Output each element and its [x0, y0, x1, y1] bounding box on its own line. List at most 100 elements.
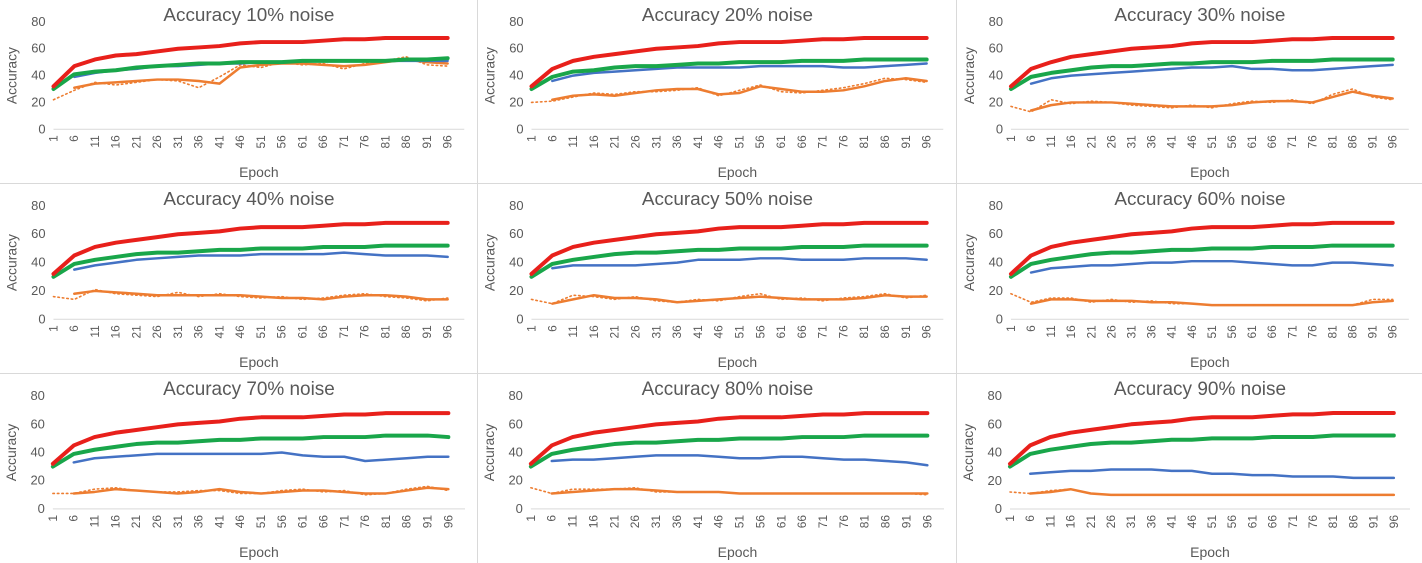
x-tick-label: 71 — [337, 325, 351, 339]
x-tick-label: 81 — [378, 325, 392, 339]
y-tick-label: 0 — [996, 311, 1003, 326]
x-tick-label: 31 — [171, 325, 185, 339]
orange-series-line — [1029, 90, 1394, 112]
x-tick-label: 76 — [358, 135, 372, 149]
orange-series-line-dotted — [52, 485, 450, 496]
y-tick-label: 0 — [516, 311, 523, 326]
y-tick-label: 80 — [989, 198, 1003, 213]
x-tick-label: 6 — [545, 325, 559, 332]
x-tick-label: 41 — [691, 325, 705, 339]
blue-series-line — [1028, 468, 1396, 480]
x-tick-label: 21 — [129, 325, 143, 339]
x-tick-label: 71 — [1286, 515, 1300, 529]
x-tick-label: 11 — [1044, 325, 1058, 338]
x-tick-label: 76 — [836, 135, 850, 149]
y-tick-label: 40 — [989, 68, 1003, 83]
y-tick-label: 0 — [38, 501, 45, 516]
green-series-line — [51, 56, 450, 92]
x-tick-label: 76 — [1305, 325, 1319, 339]
x-tick-label: 66 — [316, 325, 330, 339]
x-tick-label: 16 — [587, 325, 601, 339]
y-tick-label: 0 — [38, 311, 45, 326]
x-tick-label: 31 — [171, 135, 185, 149]
x-tick-label: 91 — [1367, 515, 1381, 529]
x-tick-label: 86 — [1346, 135, 1360, 149]
x-tick-label: 91 — [899, 515, 913, 529]
x-tick-label: 81 — [1326, 515, 1340, 529]
x-tick-label: 31 — [649, 135, 663, 149]
x-tick-label: 31 — [1124, 325, 1138, 339]
x-tick-label: 51 — [254, 135, 268, 149]
x-tick-label: 36 — [192, 515, 206, 529]
y-axis-label: Accuracy — [3, 424, 19, 481]
green-series-line — [50, 433, 451, 469]
x-tick-label: 86 — [399, 325, 413, 339]
y-axis-label: Accuracy — [4, 234, 20, 291]
green-series-line — [529, 243, 929, 279]
y-tick-label: 60 — [509, 226, 523, 241]
x-tick-label: 16 — [587, 135, 601, 149]
x-tick-label: 96 — [441, 515, 455, 529]
x-tick-label: 6 — [1024, 135, 1038, 142]
x-axis-label: Epoch — [239, 544, 279, 560]
x-tick-label: 66 — [795, 515, 809, 529]
x-tick-label: 1 — [1004, 325, 1018, 332]
x-tick-label: 16 — [586, 515, 600, 529]
x-tick-label: 36 — [670, 135, 684, 149]
orange-series-line — [73, 289, 449, 301]
y-tick-label: 0 — [996, 121, 1003, 136]
y-tick-label: 0 — [995, 501, 1002, 516]
x-tick-label: 61 — [774, 515, 788, 529]
y-tick-label: 0 — [516, 121, 523, 136]
x-tick-label: 36 — [192, 135, 206, 149]
x-tick-label: 16 — [108, 515, 122, 529]
y-tick-label: 20 — [509, 283, 523, 298]
x-tick-label: 1 — [524, 135, 538, 142]
x-tick-label: 26 — [150, 135, 164, 149]
x-tick-label: 91 — [899, 135, 913, 149]
blue-series-line — [1029, 259, 1394, 274]
x-tick-label: 46 — [712, 325, 726, 339]
orange-series-line — [551, 293, 928, 305]
x-tick-label: 71 — [816, 135, 830, 149]
red-series-line — [1008, 220, 1395, 276]
x-tick-label: 16 — [109, 325, 123, 339]
y-tick-label: 80 — [30, 388, 44, 403]
x-tick-label: 41 — [1165, 325, 1179, 339]
y-axis-label: Accuracy — [482, 234, 498, 291]
chart-title: Accuracy 10% noise — [163, 5, 334, 26]
x-tick-label: 26 — [1104, 135, 1118, 149]
x-tick-label: 61 — [774, 325, 788, 339]
x-tick-label: 36 — [1145, 325, 1159, 339]
x-tick-label: 11 — [1043, 515, 1057, 528]
x-tick-label: 96 — [441, 135, 455, 149]
orange-series-line-dotted — [530, 292, 928, 305]
chart-title: Accuracy 30% noise — [1114, 5, 1285, 26]
x-tick-label: 36 — [1145, 135, 1159, 149]
x-tick-label: 21 — [608, 135, 622, 149]
x-tick-label: 86 — [878, 135, 892, 149]
x-tick-label: 96 — [441, 325, 455, 339]
chart-panel: Accuracy 90% noise 0 20 40 60 80 Accuracy 1 6 11 1… — [957, 374, 1422, 563]
x-tick-label: 71 — [337, 515, 351, 529]
blue-series-line — [551, 62, 928, 83]
orange-series-line — [1029, 298, 1394, 307]
green-series-line — [528, 433, 930, 469]
y-tick-label: 80 — [31, 14, 45, 29]
x-tick-label: 66 — [1265, 325, 1279, 339]
y-tick-label: 80 — [988, 388, 1002, 403]
x-tick-label: 1 — [46, 325, 60, 332]
x-tick-label: 96 — [920, 325, 934, 339]
x-tick-label: 21 — [1084, 325, 1098, 339]
x-tick-label: 46 — [233, 325, 247, 339]
y-tick-label: 20 — [31, 283, 45, 298]
x-tick-label: 51 — [254, 515, 268, 529]
x-axis-label: Epoch — [718, 164, 757, 180]
orange-series-line-dotted — [1010, 88, 1394, 113]
x-tick-label: 86 — [878, 325, 892, 339]
x-tick-label: 86 — [399, 135, 413, 149]
x-tick-label: 61 — [295, 135, 309, 149]
